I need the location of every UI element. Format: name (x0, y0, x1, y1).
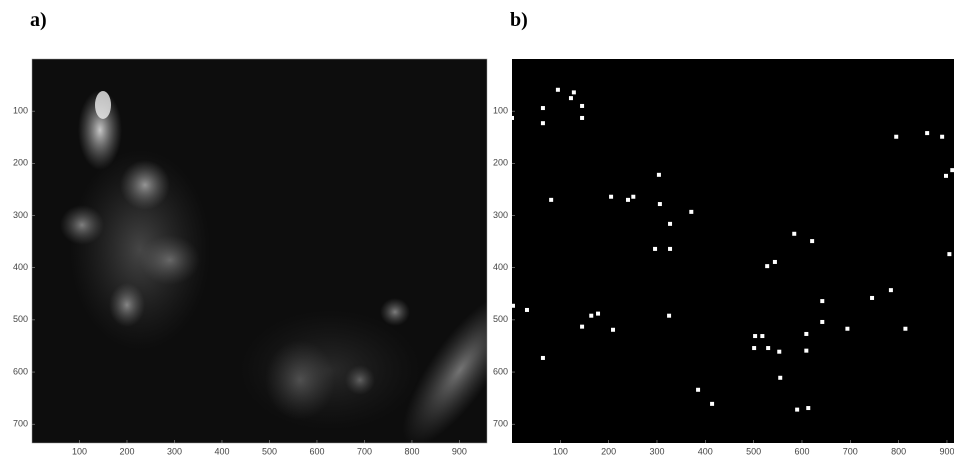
point (668, 246, 673, 251)
x-tick-label: 600 (794, 446, 809, 456)
point (870, 295, 875, 300)
point (568, 96, 573, 101)
point (689, 209, 694, 214)
point (510, 115, 514, 120)
point (631, 194, 636, 199)
point (752, 346, 757, 351)
point (609, 194, 614, 199)
y-tick-label: 400 (493, 262, 508, 272)
x-tick-label: 300 (167, 446, 182, 456)
point (656, 172, 661, 177)
y-tick-label: 300 (13, 210, 28, 220)
x-tick-label: 200 (119, 446, 134, 456)
point (589, 313, 594, 318)
point (804, 348, 809, 353)
point (753, 334, 758, 339)
point (772, 259, 777, 264)
point (820, 319, 825, 324)
x-tick-label: 900 (939, 446, 954, 456)
x-tick-label: 300 (649, 446, 664, 456)
y-tick-label: 100 (493, 106, 508, 116)
y-tick-label: 700 (13, 419, 28, 429)
point (524, 307, 529, 312)
point (894, 134, 899, 139)
point (580, 103, 585, 108)
point (804, 331, 809, 336)
image-frame (31, 58, 488, 444)
panel-b: b) 100 200 300 400 500 600 700 800 900 100 200 300 40… (493, 9, 954, 456)
point (710, 401, 715, 406)
point (795, 407, 800, 412)
y-tick-label: 700 (493, 419, 508, 429)
point (944, 173, 949, 178)
point (778, 375, 783, 380)
point (580, 324, 585, 329)
point (540, 355, 545, 360)
x-tick-label: 100 (72, 446, 87, 456)
point (510, 303, 515, 308)
point (667, 313, 672, 318)
point (611, 327, 616, 332)
point (580, 115, 585, 120)
y-tick-label: 400 (13, 262, 28, 272)
point (792, 231, 797, 236)
point (947, 252, 952, 257)
point (940, 134, 945, 139)
x-tick-label: 700 (357, 446, 372, 456)
y-tick-label: 600 (13, 366, 28, 376)
x-tick-label: 600 (309, 446, 324, 456)
point (555, 87, 560, 92)
point (845, 326, 850, 331)
point (765, 264, 770, 269)
panel-title: b) (510, 9, 528, 31)
point (925, 131, 930, 136)
panel-a: a) 100 200 300 400 500 600 700 800 900 100 200 300 40… (13, 9, 488, 456)
y-tick-label: 600 (493, 366, 508, 376)
point (625, 197, 630, 202)
point (653, 246, 658, 251)
x-tick-label: 900 (452, 446, 467, 456)
x-tick-label: 700 (843, 446, 858, 456)
point (668, 221, 673, 226)
x-tick-label: 800 (404, 446, 419, 456)
point (540, 121, 545, 126)
point (696, 387, 701, 392)
y-tick-label: 200 (13, 158, 28, 168)
x-tick-label: 400 (214, 446, 229, 456)
y-tick-label: 300 (493, 210, 508, 220)
y-tick-label: 100 (13, 106, 28, 116)
y-tick-label: 200 (493, 158, 508, 168)
panel-title: a) (30, 9, 47, 31)
point (903, 326, 908, 331)
x-tick-label: 200 (601, 446, 616, 456)
x-tick-label: 100 (553, 446, 568, 456)
point (766, 346, 771, 351)
point (540, 106, 545, 111)
point (571, 90, 576, 95)
point (820, 299, 825, 304)
point (777, 349, 782, 354)
point (888, 288, 893, 293)
point (760, 334, 765, 339)
y-tick-label: 500 (13, 314, 28, 324)
point (596, 311, 601, 316)
point (549, 197, 554, 202)
micrograph (60, 90, 487, 443)
x-tick-label: 400 (698, 446, 713, 456)
point (806, 406, 811, 411)
x-tick-label: 500 (746, 446, 761, 456)
x-tick-label: 800 (891, 446, 906, 456)
image-background (512, 59, 954, 443)
x-tick-label: 500 (262, 446, 277, 456)
point (950, 168, 954, 173)
point (810, 239, 815, 244)
y-tick-label: 500 (493, 314, 508, 324)
point (657, 202, 662, 207)
